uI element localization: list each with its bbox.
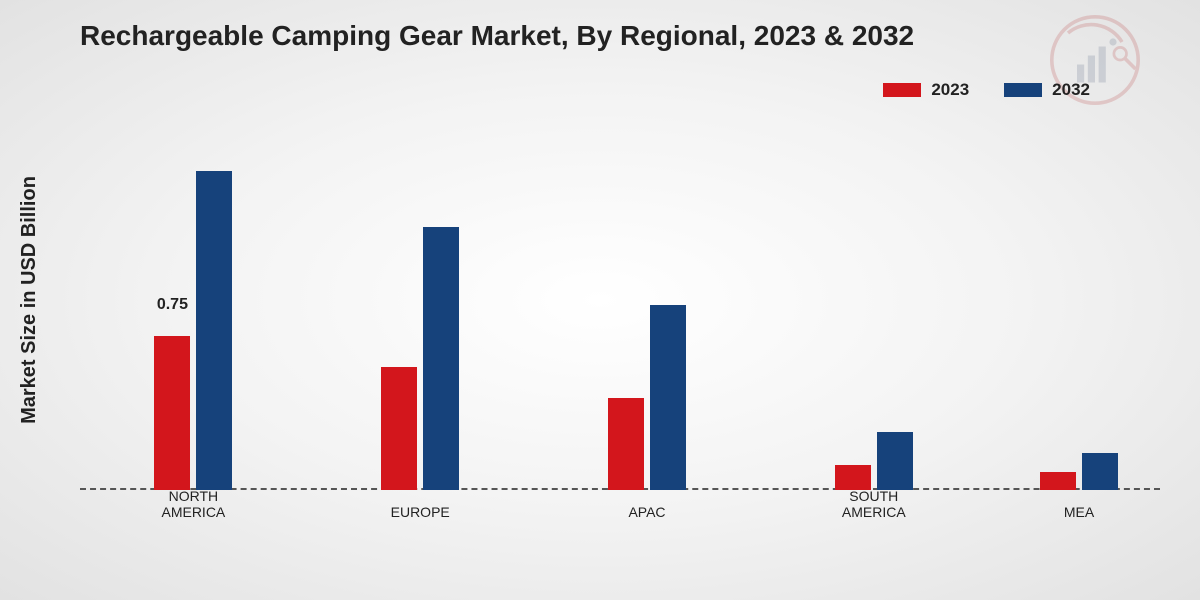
category-label: NORTHAMERICA bbox=[123, 488, 263, 520]
bar-2032 bbox=[423, 227, 459, 490]
bar-2032 bbox=[877, 432, 913, 490]
legend-label-2023: 2023 bbox=[931, 80, 969, 100]
y-axis-label: Market Size in USD Billion bbox=[18, 176, 41, 424]
chart-plot-area: 0.75 NORTHAMERICA EUROPE APAC SOUTHAMERICA ME… bbox=[80, 120, 1160, 520]
bar-group bbox=[608, 305, 686, 490]
legend: 2023 2032 bbox=[883, 80, 1090, 100]
bar-value-label: 0.75 bbox=[157, 296, 188, 314]
category-label: MEA bbox=[1009, 504, 1149, 520]
legend-label-2032: 2032 bbox=[1052, 80, 1090, 100]
bar-2023 bbox=[835, 465, 871, 490]
bar-group bbox=[381, 227, 459, 490]
legend-item-2032: 2032 bbox=[1004, 80, 1090, 100]
bar-2023 bbox=[154, 336, 190, 490]
bar-group bbox=[154, 171, 232, 490]
bar-group bbox=[835, 432, 913, 490]
bar-2023 bbox=[608, 398, 644, 491]
legend-swatch-2023 bbox=[883, 83, 921, 97]
legend-swatch-2032 bbox=[1004, 83, 1042, 97]
category-label: EUROPE bbox=[350, 504, 490, 520]
chart-title: Rechargeable Camping Gear Market, By Reg… bbox=[80, 20, 914, 52]
bar-group bbox=[1040, 453, 1118, 490]
category-label: SOUTHAMERICA bbox=[804, 488, 944, 520]
category-label: APAC bbox=[577, 504, 717, 520]
bar-2032 bbox=[650, 305, 686, 490]
legend-item-2023: 2023 bbox=[883, 80, 969, 100]
bar-2032 bbox=[196, 171, 232, 490]
bar-2023 bbox=[1040, 472, 1076, 491]
bar-2032 bbox=[1082, 453, 1118, 490]
bar-2023 bbox=[381, 367, 417, 490]
